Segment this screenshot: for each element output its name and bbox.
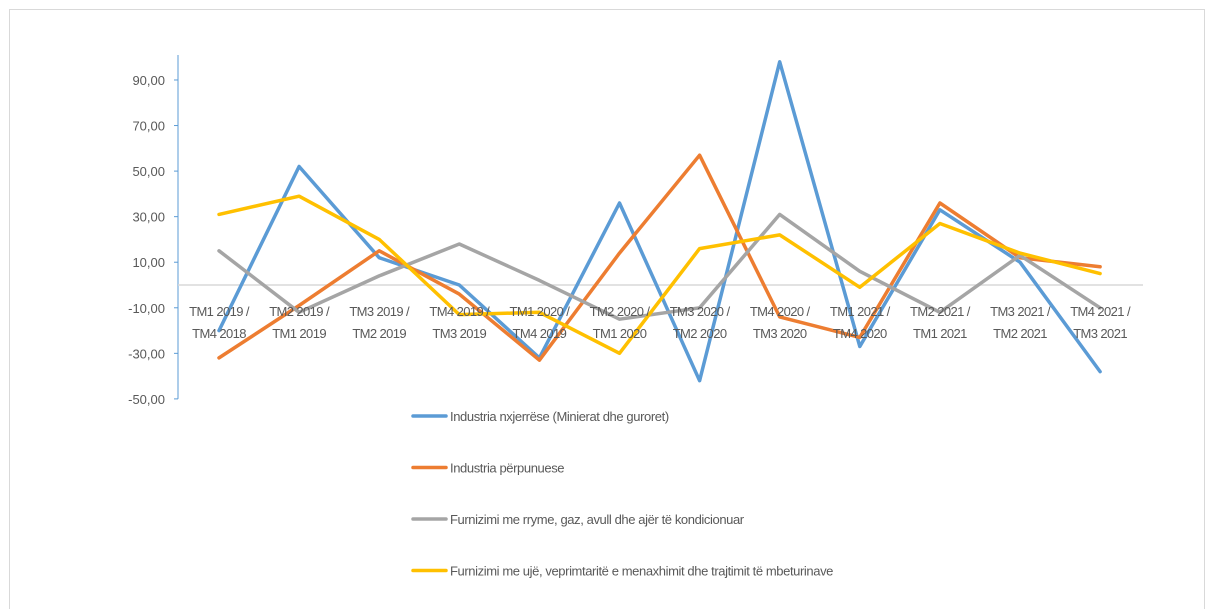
- chart-frame: [9, 9, 1205, 609]
- x-tick-label-line1: TM3 2021 /: [990, 304, 1051, 319]
- x-tick-label-line1: TM3 2019 /: [349, 304, 410, 319]
- x-tick-label-line2: TM1 2021: [913, 326, 967, 341]
- series-lines: [217, 60, 1102, 383]
- x-tick-label-line2: TM4 2019: [513, 326, 567, 341]
- x-tick-label: TM1 2019 / TM4 2018: [189, 304, 250, 341]
- x-tick-label: TM4 2020 / TM3 2020: [750, 304, 811, 341]
- series-line-1: [217, 60, 1102, 383]
- x-tick-label-line1: TM2 2021 /: [910, 304, 971, 319]
- y-tick-label: 10,00: [132, 255, 165, 270]
- x-tick-label: TM4 2021 / TM3 2021: [1070, 304, 1131, 341]
- x-tick-label: TM1 2021 / TM4 2020: [830, 304, 891, 341]
- x-tick-label-line2: TM4 2018: [192, 326, 246, 341]
- x-tick-label-line2: TM2 2020: [673, 326, 727, 341]
- x-tick-label-line2: TM2 2021: [993, 326, 1047, 341]
- y-tick-label: -30,00: [128, 346, 165, 361]
- x-tick-label: TM3 2019 / TM2 2019: [349, 304, 410, 341]
- x-tick-label-line1: TM1 2020 /: [510, 304, 571, 319]
- x-tick-label-line1: TM4 2020 /: [750, 304, 811, 319]
- series-line-2: [217, 153, 1102, 362]
- x-tick-label-line1: TM2 2020 /: [590, 304, 651, 319]
- category-labels: TM1 2019 / TM4 2018 TM2 2019 / TM1 2019 TM3 …: [189, 304, 1131, 341]
- y-tick-label: -50,00: [128, 392, 165, 407]
- x-tick-label-line2: TM3 2021: [1073, 326, 1127, 341]
- y-axis: 90,00 70,00 50,00 30,00 10,00 -10,00 -30,00 -50…: [128, 55, 179, 407]
- legend: Industria nxjerrëse (Minierat dhe gurore…: [411, 409, 834, 579]
- legend-item: Furnizimi me ujë, veprimtaritë e menaxhi…: [411, 564, 834, 579]
- x-tick-label: TM2 2021 / TM1 2021: [910, 304, 971, 341]
- series-line-4: [217, 194, 1102, 356]
- x-tick-label-line2: TM1 2019: [272, 326, 326, 341]
- legend-label: Industria përpunuese: [450, 461, 564, 476]
- legend-label: Furnizimi me rryme, gaz, avull dhe ajër …: [450, 512, 745, 527]
- x-tick-label: TM3 2021 / TM2 2021: [990, 304, 1051, 341]
- x-tick-label-line1: TM1 2021 /: [830, 304, 891, 319]
- x-tick-label-line2: TM3 2019: [432, 326, 486, 341]
- x-tick-label-line1: TM1 2019 /: [189, 304, 250, 319]
- x-tick-label-line2: TM4 2020: [833, 326, 887, 341]
- x-tick-label-line1: TM4 2019 /: [429, 304, 490, 319]
- x-tick-label: TM3 2020 / TM2 2020: [670, 304, 731, 341]
- x-tick-label-line2: TM1 2020: [593, 326, 647, 341]
- y-tick-label: 90,00: [132, 73, 165, 88]
- x-tick-label-line1: TM4 2021 /: [1070, 304, 1131, 319]
- series-line-3: [217, 212, 1102, 321]
- x-tick-label-line1: TM2 2019 /: [269, 304, 330, 319]
- x-tick-label: TM2 2020 / TM1 2020: [590, 304, 651, 341]
- legend-label: Furnizimi me ujë, veprimtaritë e menaxhi…: [450, 564, 833, 579]
- legend-label: Industria nxjerrëse (Minierat dhe gurore…: [450, 409, 669, 424]
- x-tick-label-line2: TM2 2019: [352, 326, 406, 341]
- y-tick-label: -10,00: [128, 301, 165, 316]
- legend-item: Furnizimi me rryme, gaz, avull dhe ajër …: [411, 512, 745, 527]
- legend-item: Industria nxjerrëse (Minierat dhe gurore…: [411, 409, 669, 424]
- x-tick-label-line2: TM3 2020: [753, 326, 807, 341]
- x-tick-label: TM4 2019 / TM3 2019: [429, 304, 490, 341]
- y-tick-label: 30,00: [132, 210, 165, 225]
- x-tick-label-line1: TM3 2020 /: [670, 304, 731, 319]
- x-tick-label: TM2 2019 / TM1 2019: [269, 304, 330, 341]
- x-tick-label: TM1 2020 / TM4 2019: [510, 304, 571, 341]
- legend-item: Industria përpunuese: [411, 461, 565, 476]
- y-tick-label: 70,00: [132, 119, 165, 134]
- y-tick-label: 50,00: [132, 164, 165, 179]
